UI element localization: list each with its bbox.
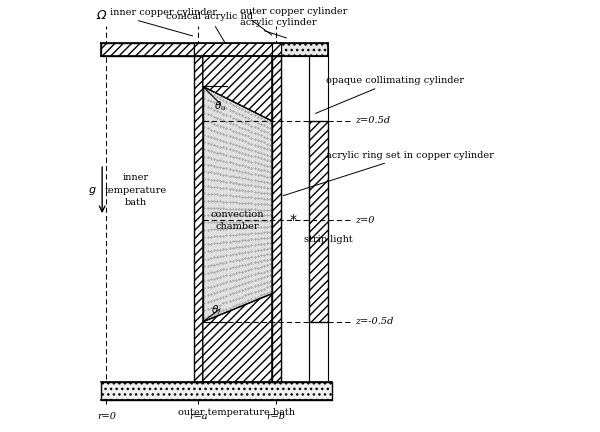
Text: r=0: r=0	[97, 413, 116, 421]
Bar	[101, 43, 194, 56]
Text: z=0.5d: z=0.5d	[355, 117, 390, 125]
Text: Ω: Ω	[97, 9, 106, 22]
Bar	[308, 121, 328, 322]
Text: inner copper cylinder: inner copper cylinder	[110, 8, 217, 36]
Text: opaque collimating cylinder: opaque collimating cylinder	[316, 76, 464, 114]
Text: r=b: r=b	[267, 413, 286, 421]
Text: *: *	[290, 213, 297, 227]
Text: strip light: strip light	[304, 235, 353, 244]
Text: acrylic cylinder: acrylic cylinder	[239, 18, 316, 38]
Bar	[281, 56, 308, 382]
Text: inner
temperature
bath: inner temperature bath	[105, 173, 167, 207]
Bar	[272, 56, 281, 382]
Bar	[101, 382, 332, 400]
Text: $\theta_u$: $\theta_u$	[214, 99, 226, 113]
Bar	[194, 56, 203, 382]
Text: z=0: z=0	[355, 216, 374, 225]
Bar	[194, 43, 272, 56]
Text: conical acrylic lid: conical acrylic lid	[166, 13, 253, 43]
Polygon shape	[203, 86, 272, 322]
Text: outer copper cylinder: outer copper cylinder	[239, 7, 347, 35]
Text: acrylic ring set in copper cylinder: acrylic ring set in copper cylinder	[283, 151, 494, 196]
Polygon shape	[203, 56, 272, 121]
Text: g: g	[89, 185, 95, 195]
Bar	[281, 43, 328, 56]
Bar	[272, 43, 281, 56]
Text: $\theta_l$: $\theta_l$	[211, 303, 222, 317]
Text: outer temperature bath: outer temperature bath	[178, 408, 295, 417]
Text: z=-0.5d: z=-0.5d	[355, 318, 393, 326]
Polygon shape	[203, 294, 272, 382]
Text: convection
chamber: convection chamber	[211, 210, 264, 231]
Text: r=a: r=a	[189, 413, 208, 421]
